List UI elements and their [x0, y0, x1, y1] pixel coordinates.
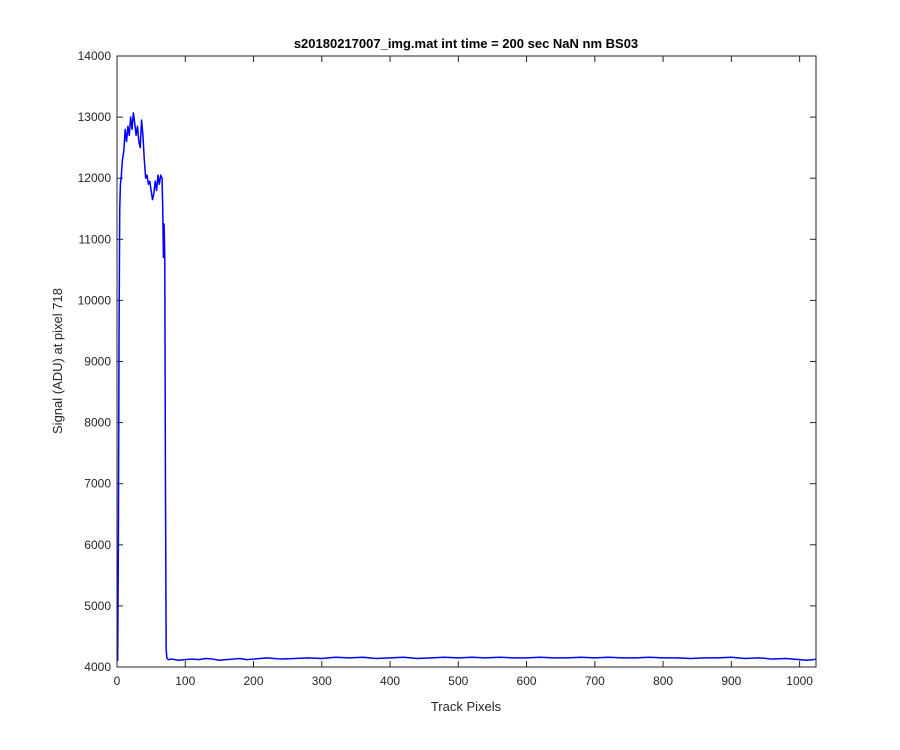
y-tick-label: 4000	[84, 660, 111, 674]
x-tick-label: 400	[380, 674, 400, 688]
x-tick-label: 900	[721, 674, 741, 688]
x-tick-label: 700	[585, 674, 605, 688]
y-axis-ticks: 4000 5000 6000 7000 8000 9000 10000 11000 12000 1…	[78, 49, 816, 674]
y-tick-label: 8000	[84, 416, 111, 430]
chart-title: s20180217007_img.mat int time = 200 sec …	[294, 36, 638, 51]
x-axis-label: Track Pixels	[431, 699, 502, 714]
axes-box	[116, 55, 817, 668]
x-tick-label: 300	[312, 674, 332, 688]
y-tick-label: 9000	[84, 355, 111, 369]
x-tick-label: 1000	[786, 674, 813, 688]
y-tick-label: 7000	[84, 477, 111, 491]
x-tick-label: 100	[175, 674, 195, 688]
x-tick-label: 800	[653, 674, 673, 688]
x-tick-label: 200	[244, 674, 264, 688]
plot-area	[117, 56, 816, 667]
y-tick-label: 14000	[78, 49, 112, 63]
y-tick-label: 5000	[84, 599, 111, 613]
y-tick-label: 12000	[78, 171, 112, 185]
x-tick-label: 500	[448, 674, 468, 688]
x-tick-label: 0	[114, 674, 121, 688]
y-axis-label: Signal (ADU) at pixel 718	[50, 288, 65, 434]
y-tick-label: 11000	[79, 232, 112, 246]
x-axis-ticks: 0 100 200 300 400 500 600 700 800 900 1000	[114, 56, 813, 688]
series-line	[116, 112, 817, 662]
y-tick-label: 10000	[78, 293, 112, 307]
y-tick-label: 6000	[84, 538, 111, 552]
y-tick-label: 13000	[78, 110, 112, 124]
x-tick-label: 600	[517, 674, 537, 688]
